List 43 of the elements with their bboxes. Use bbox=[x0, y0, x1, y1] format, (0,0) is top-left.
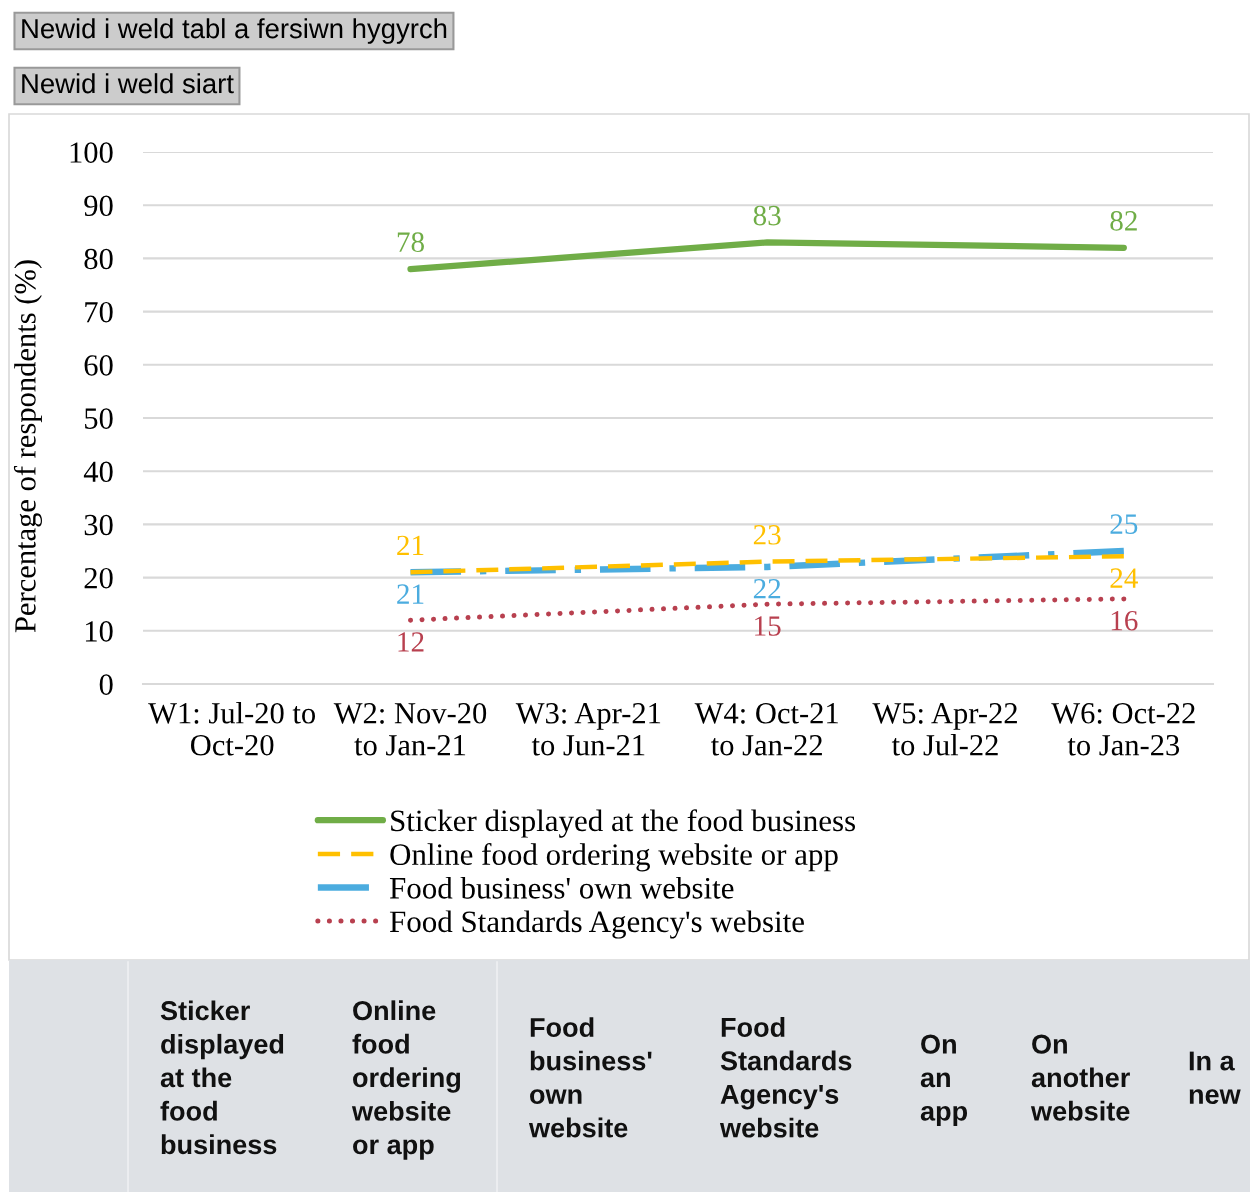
y-tick-label: 40 bbox=[83, 461, 113, 483]
y-tick-label: 80 bbox=[84, 248, 113, 270]
data-label: 15 bbox=[755, 616, 781, 636]
y-tick-label: 90 bbox=[84, 195, 113, 217]
text: Online food ordering website or app bbox=[351, 1000, 461, 1160]
data-label: 82 bbox=[1110, 211, 1137, 231]
data-label: 21 bbox=[397, 535, 424, 555]
data-label: 25 bbox=[1110, 514, 1138, 534]
text: Newid i weld siart bbox=[22, 73, 234, 94]
y-tick-label: 100 bbox=[70, 142, 113, 163]
text: On an app bbox=[920, 1034, 968, 1127]
y-tick-label: 10 bbox=[85, 621, 113, 642]
y-tick-label: 70 bbox=[85, 301, 113, 323]
data-label: 21 bbox=[397, 584, 424, 604]
data-label: 78 bbox=[397, 232, 424, 252]
legend-label: Food Standards Agency's website bbox=[389, 910, 804, 939]
legend-label: Online food ordering website or app bbox=[390, 842, 838, 872]
x-tick-label: W6: Oct-22 to Jan-23 bbox=[1051, 703, 1195, 756]
x-tick-label: W3: Apr-21 to Jun-21 bbox=[515, 703, 661, 756]
text: Food business' own website bbox=[528, 1017, 652, 1138]
data-label: 23 bbox=[753, 525, 781, 545]
text: On another website bbox=[1030, 1034, 1130, 1121]
x-tick-label: W5: Apr-22 to Jul-22 bbox=[872, 703, 1017, 756]
data-label: 83 bbox=[753, 205, 781, 226]
y-tick-label: 20 bbox=[84, 567, 113, 589]
y-tick-label: 0 bbox=[99, 674, 113, 695]
text: In a new bbox=[1189, 1051, 1241, 1105]
y-tick-label: 50 bbox=[85, 408, 113, 429]
text: Sticker displayed at the food business bbox=[160, 1000, 284, 1155]
x-tick-label: W1: Jul-20 to Oct-20 bbox=[148, 702, 316, 756]
data-label: 16 bbox=[1111, 610, 1138, 631]
data-label: 12 bbox=[398, 632, 424, 652]
x-tick-label: W4: Oct-21 to Jan-22 bbox=[694, 703, 838, 756]
data-label: 22 bbox=[753, 579, 781, 599]
legend-label: Sticker displayed at the food business bbox=[391, 809, 856, 838]
text: Newid i weld tabl a fersiwn hygyrch bbox=[22, 18, 447, 44]
data-label: 24 bbox=[1110, 568, 1138, 588]
y-tick-label: 60 bbox=[84, 355, 113, 376]
legend-label: Food business' own website bbox=[389, 876, 734, 899]
y-axis-title: Percentage of respondents (%) bbox=[13, 260, 42, 633]
x-tick-label: W2: Nov-20 to Jan-21 bbox=[333, 702, 487, 756]
y-tick-label: 30 bbox=[84, 514, 113, 536]
text: Food Standards Agency's website bbox=[719, 1017, 852, 1138]
